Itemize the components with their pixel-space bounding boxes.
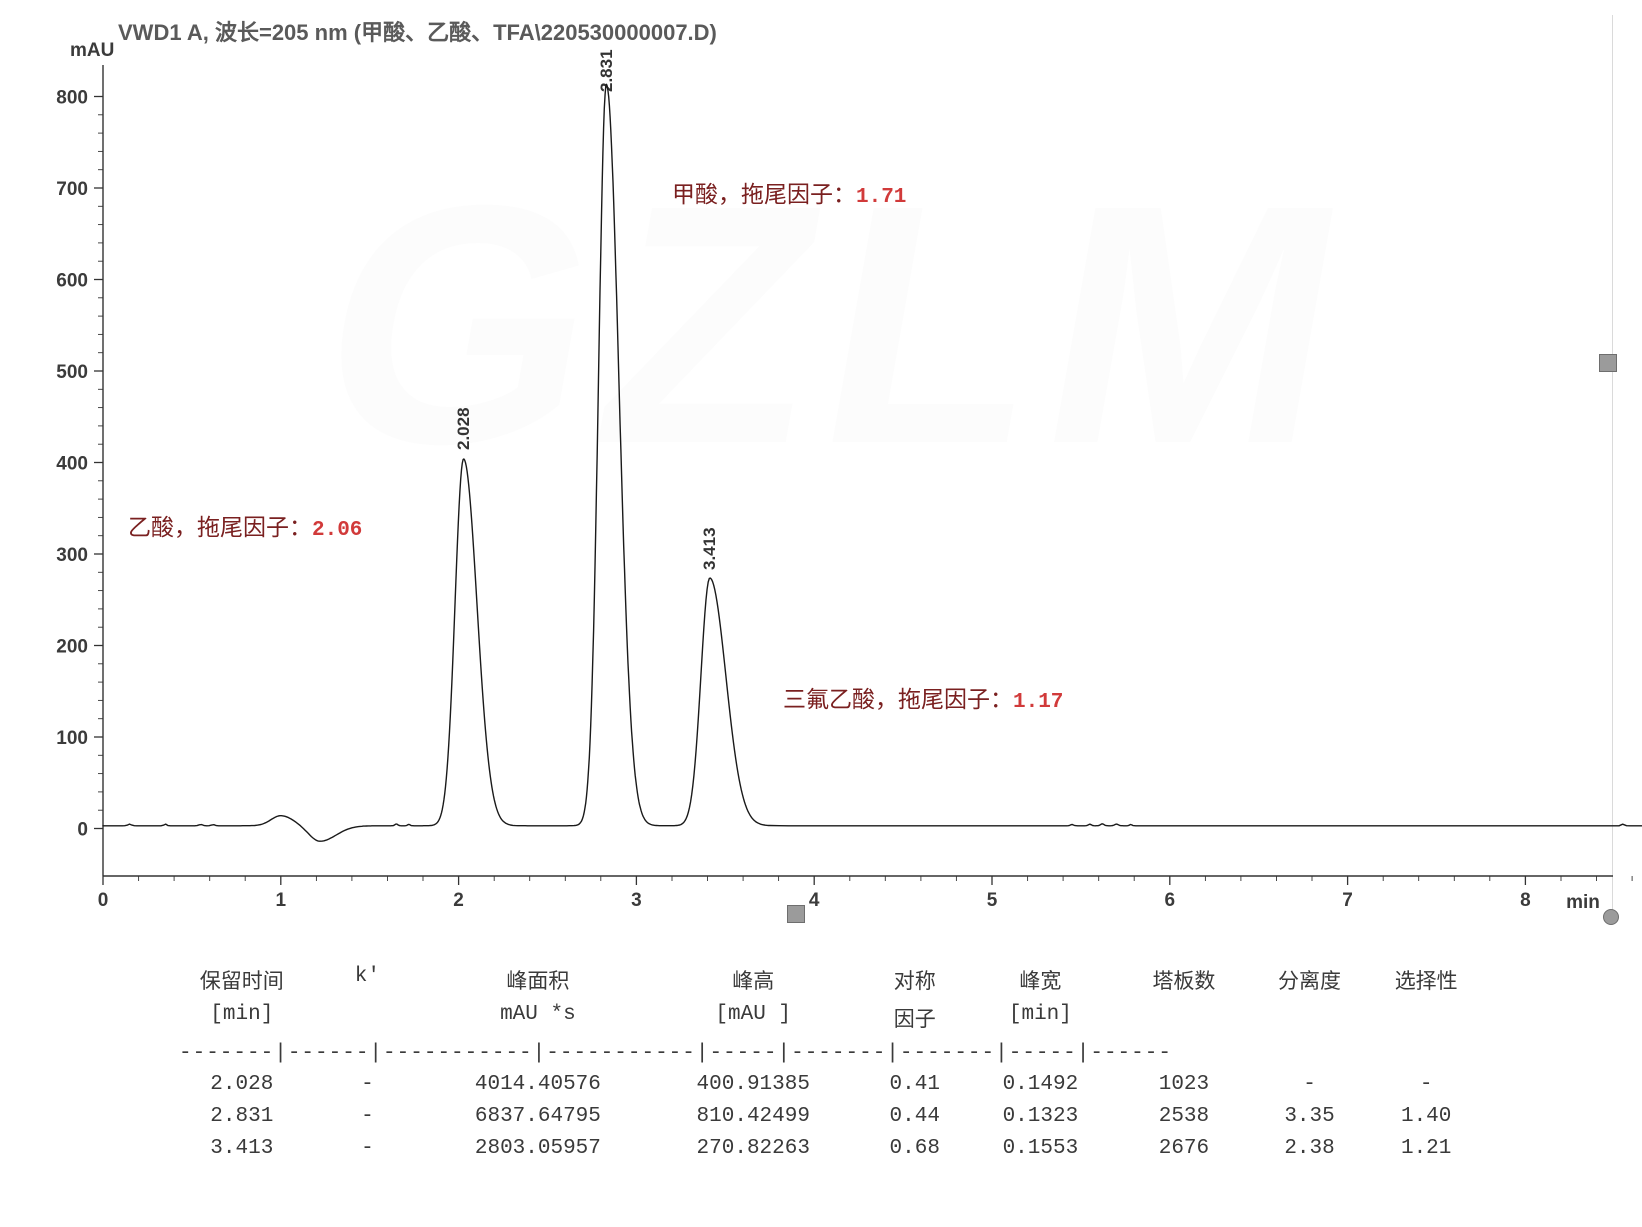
svg-text:500: 500	[56, 362, 88, 383]
svg-text:300: 300	[56, 545, 88, 566]
svg-text:100: 100	[56, 728, 88, 749]
svg-text:7: 7	[1342, 890, 1353, 911]
svg-text:0: 0	[77, 820, 88, 841]
svg-text:600: 600	[56, 271, 88, 292]
svg-text:1: 1	[276, 890, 287, 911]
svg-text:400: 400	[56, 454, 88, 475]
svg-text:2: 2	[453, 890, 464, 911]
svg-text:700: 700	[56, 179, 88, 200]
svg-text:3: 3	[631, 890, 642, 911]
svg-text:800: 800	[56, 88, 88, 109]
svg-text:200: 200	[56, 637, 88, 658]
svg-text:min: min	[1566, 892, 1600, 913]
svg-text:mAU: mAU	[70, 40, 114, 61]
svg-text:4: 4	[809, 890, 820, 911]
svg-text:5: 5	[987, 890, 998, 911]
svg-text:8: 8	[1520, 890, 1531, 911]
svg-text:0: 0	[98, 890, 109, 911]
svg-text:2.028: 2.028	[454, 407, 473, 450]
svg-text:3.413: 3.413	[700, 527, 719, 570]
svg-text:6: 6	[1165, 890, 1176, 911]
